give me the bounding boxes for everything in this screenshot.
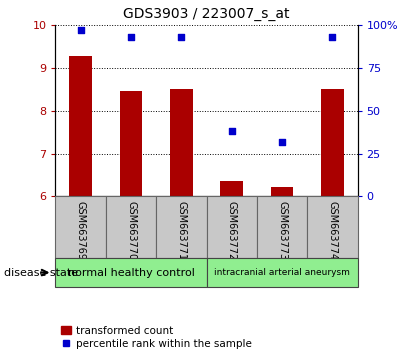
Bar [106,196,156,258]
Text: GSM663770: GSM663770 [126,201,136,261]
Bar [120,91,142,196]
Bar [206,258,358,287]
Point [229,129,235,134]
Bar [156,196,206,258]
Text: GSM663773: GSM663773 [277,201,287,261]
Bar [69,56,92,196]
Text: normal healthy control: normal healthy control [67,268,194,278]
Bar [55,258,206,287]
Title: GDS3903 / 223007_s_at: GDS3903 / 223007_s_at [123,7,290,21]
Bar [321,89,344,196]
Text: GSM663774: GSM663774 [328,201,337,261]
Point [329,34,336,40]
Bar [307,196,358,258]
Bar [271,187,293,196]
Bar [170,89,193,196]
Bar [55,196,106,258]
Text: GSM663771: GSM663771 [176,201,186,261]
Point [128,34,134,40]
Bar [220,182,243,196]
Point [77,27,84,33]
Bar [206,196,257,258]
Text: GSM663769: GSM663769 [76,201,85,261]
Legend: transformed count, percentile rank within the sample: transformed count, percentile rank withi… [61,326,252,349]
Point [279,139,285,144]
Bar [257,196,307,258]
Text: GSM663772: GSM663772 [227,201,237,261]
Point [178,34,185,40]
Text: disease state: disease state [4,268,78,278]
Text: intracranial arterial aneurysm: intracranial arterial aneurysm [214,268,350,277]
